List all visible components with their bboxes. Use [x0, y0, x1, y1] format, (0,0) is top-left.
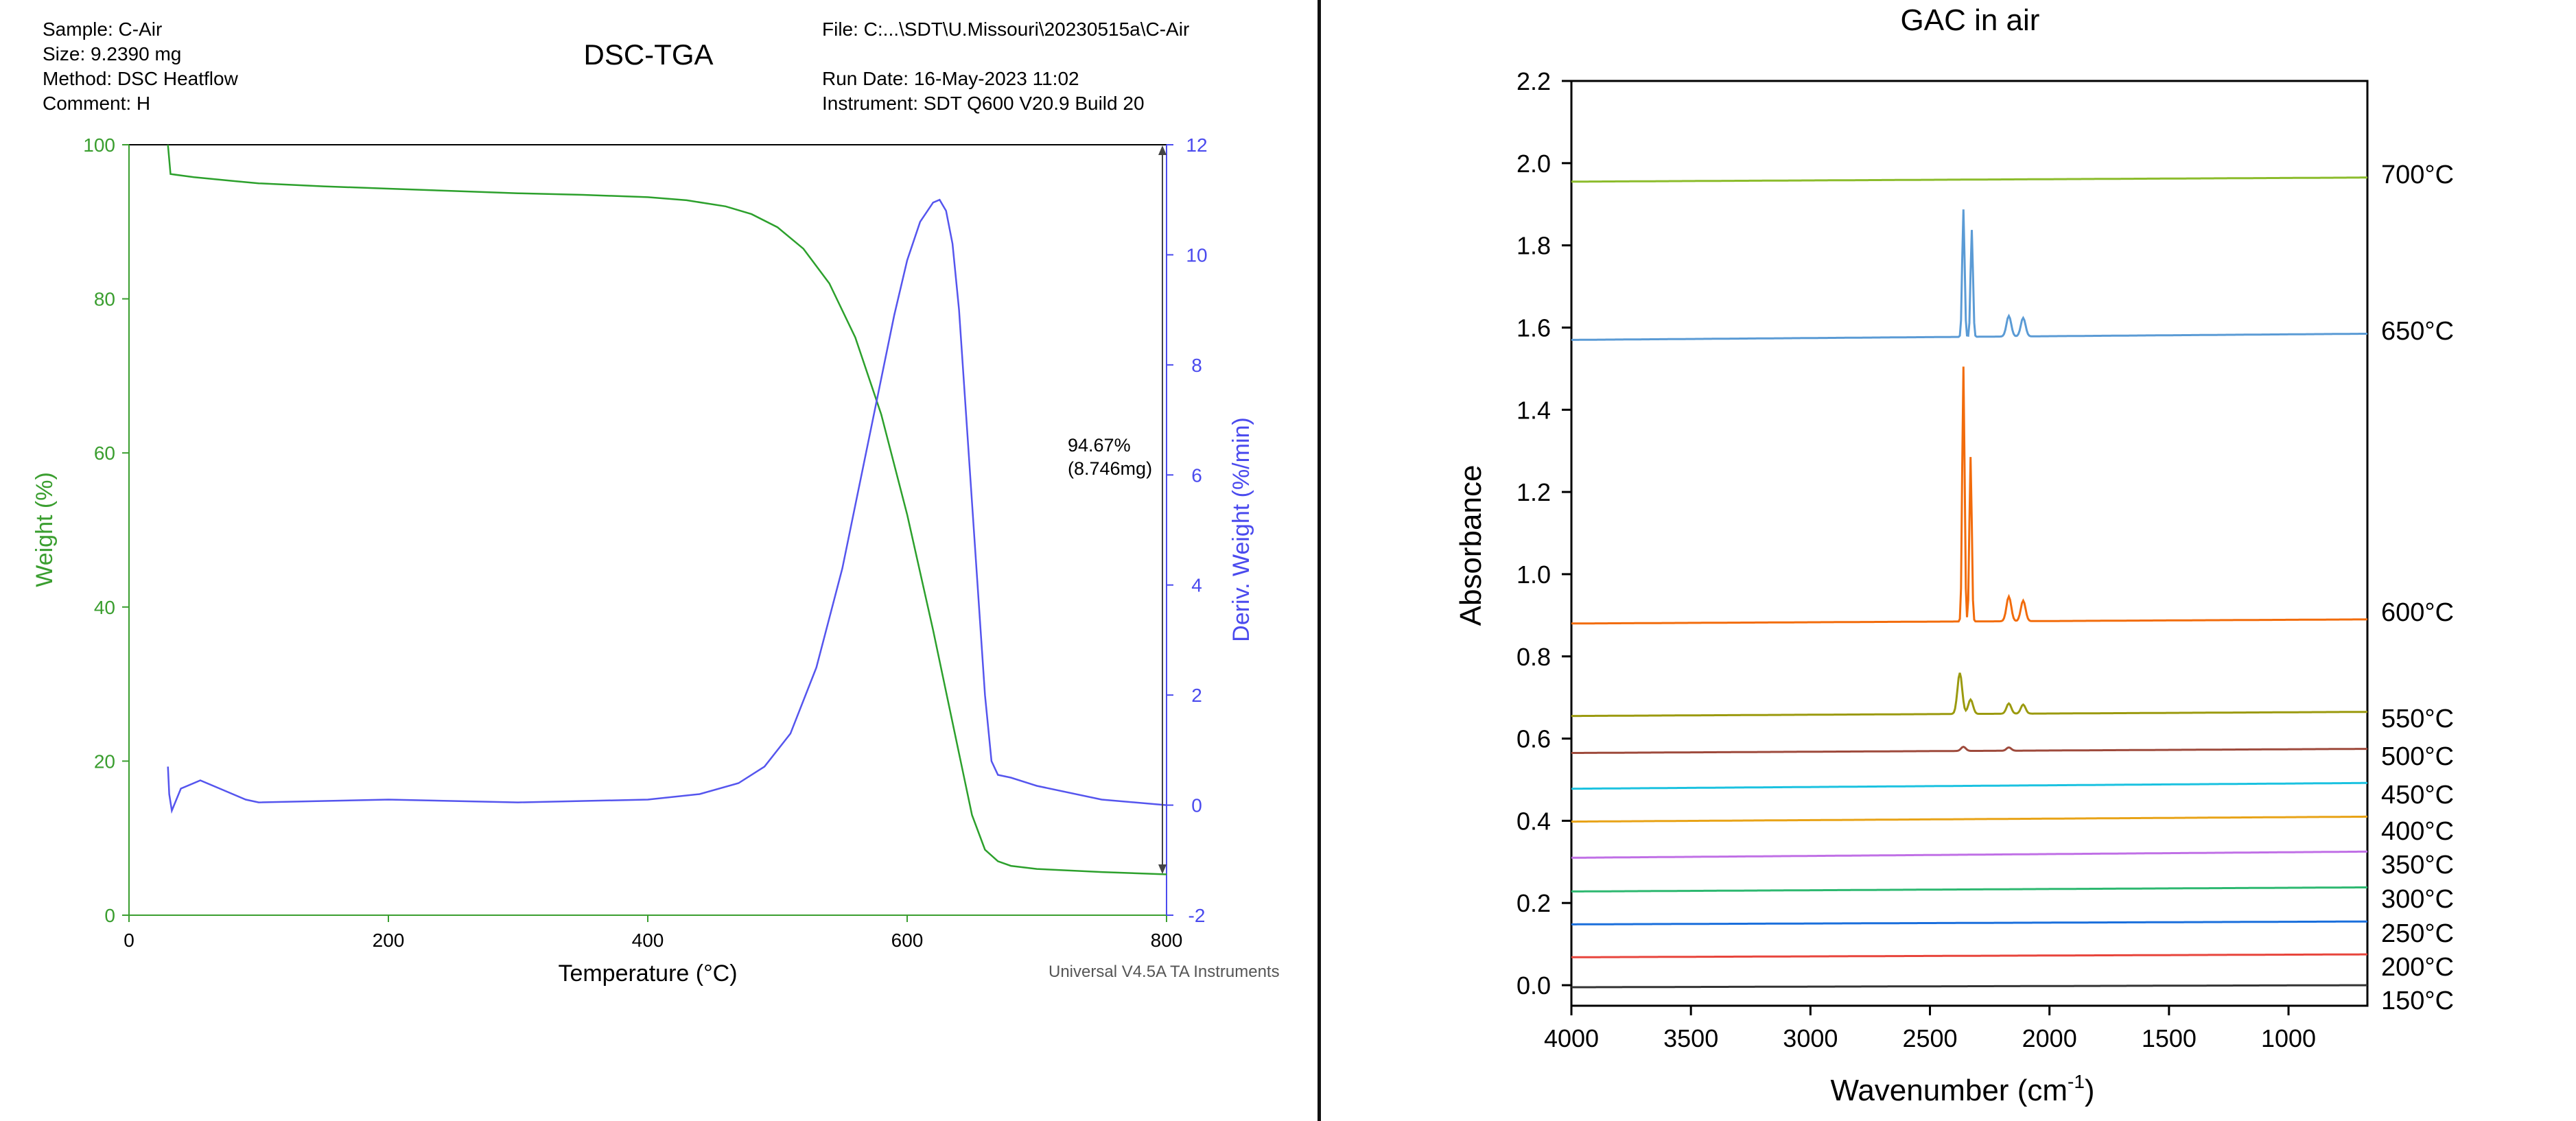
ftir-x-label-sup: -1	[2068, 1071, 2085, 1092]
axis-ticks: 0 200 400 600 800 0 20 40 60 80 100 -2 0 2 4 6 8 10 12	[83, 134, 1207, 951]
y-tick-label: 0	[104, 905, 115, 926]
ftir-x-axis-label: Wavenumber (cm-1)	[1830, 1071, 2094, 1107]
ftir-series-line-600c	[1571, 366, 2367, 625]
instrument-label: Instrument: SDT Q600 V20.9 Build 20	[822, 93, 1145, 114]
sample-label: Sample: C-Air	[43, 19, 162, 40]
ftir-x-tick-label: 2500	[1902, 1024, 1957, 1052]
ftir-series-label: 700°C	[2381, 161, 2454, 189]
comment-label: Comment: H	[43, 93, 150, 114]
ftir-y-tick-label: 0.4	[1517, 807, 1551, 835]
ftir-axis-ticks: 4000 3500 3000 2500 2000 1500 1000 0.0 0.2 0.4 0.6…	[1517, 67, 2316, 1052]
ftir-series-label: 400°C	[2381, 817, 2454, 846]
ftir-chart: GAC in air 4000 3500 3000 2500 2000 1500 1000 0…	[1454, 3, 2454, 1107]
ftir-x-label-main: Wavenumber (cm	[1830, 1074, 2068, 1107]
weight-series-line	[167, 144, 1167, 875]
ftir-series-label: 450°C	[2381, 781, 2454, 810]
dsc-tga-chart: Sample: C-Air Size: 9.2390 mg Method: DS…	[32, 19, 1280, 987]
ftir-x-tick-label: 2000	[2022, 1024, 2077, 1052]
ftir-x-tick-label: 1500	[2142, 1024, 2197, 1052]
ftir-y-tick-label: 0.8	[1517, 643, 1551, 671]
x-tick-label: 400	[632, 930, 664, 951]
ftir-series-line-200c	[1571, 953, 2367, 958]
ftir-series-label: 150°C	[2381, 987, 2454, 1015]
ftir-series-label: 250°C	[2381, 919, 2454, 948]
arrow-head-top	[1158, 145, 1167, 155]
x-tick-label: 800	[1151, 930, 1183, 951]
ftir-plot-frame	[1570, 80, 2369, 1007]
ftir-series-label: 600°C	[2381, 598, 2454, 627]
dsc-tga-panel: Sample: C-Air Size: 9.2390 mg Method: DS…	[32, 19, 1280, 987]
y2-tick-label: 4	[1191, 575, 1202, 596]
ftir-series-line-700c	[1571, 176, 2367, 183]
ftir-series-label: 200°C	[2381, 953, 2454, 982]
chart-title: DSC-TGA	[584, 38, 714, 71]
ftir-series-line-350c	[1571, 850, 2367, 859]
y-tick-label: 20	[94, 751, 115, 772]
ftir-series-line-550c	[1571, 672, 2367, 718]
ftir-series-line-150c	[1571, 984, 2367, 989]
y-tick-label: 80	[94, 289, 115, 310]
size-label: Size: 9.2390 mg	[43, 43, 181, 64]
ftir-series-label: 550°C	[2381, 705, 2454, 733]
x-tick-label: 600	[891, 930, 924, 951]
x-tick-label: 200	[373, 930, 405, 951]
ftir-y-tick-label: 1.2	[1517, 478, 1551, 506]
ftir-series-group	[1571, 176, 2367, 989]
y2-tick-label: 0	[1191, 795, 1202, 816]
y2-axis-label: Deriv. Weight (%/min)	[1228, 417, 1254, 641]
y2-tick-label: 2	[1191, 685, 1202, 706]
ftir-series-line-650c	[1571, 209, 2367, 341]
panel-divider	[1318, 0, 1321, 1121]
ftir-y-tick-label: 0.6	[1517, 725, 1551, 753]
y-tick-label: 40	[94, 597, 115, 618]
deriv-weight-series-line	[167, 198, 1167, 814]
ftir-y-tick-label: 0.0	[1517, 971, 1551, 1000]
y2-tick-label: 10	[1186, 244, 1207, 266]
method-label: Method: DSC Heatflow	[43, 68, 239, 89]
ftir-series-line-500c	[1571, 745, 2367, 754]
y2-tick-label: 8	[1191, 355, 1202, 376]
software-footer: Universal V4.5A TA Instruments	[1049, 963, 1280, 981]
ftir-x-tick-label: 1000	[2261, 1024, 2316, 1052]
y2-tick-label: -2	[1189, 905, 1206, 926]
ftir-y-tick-label: 2.2	[1517, 67, 1551, 95]
ftir-series-line-450c	[1571, 781, 2367, 790]
ftir-x-tick-label: 4000	[1544, 1024, 1599, 1052]
ftir-series-label: 350°C	[2381, 851, 2454, 880]
x-axis-label: Temperature (°C)	[558, 960, 737, 987]
ftir-x-tick-label: 3500	[1663, 1024, 1718, 1052]
ftir-series-line-400c	[1571, 815, 2367, 823]
ftir-x-tick-label: 3000	[1783, 1024, 1838, 1052]
ftir-y-tick-label: 1.4	[1517, 396, 1551, 424]
ftir-y-axis-label: Absorbance	[1454, 465, 1488, 626]
y2-tick-label: 6	[1191, 464, 1202, 486]
y-tick-label: 100	[83, 134, 115, 156]
ftir-y-tick-label: 2.0	[1517, 150, 1551, 178]
y-axis-label: Weight (%)	[32, 472, 58, 587]
ftir-title: GAC in air	[1901, 3, 2040, 37]
ftir-series-label: 500°C	[2381, 742, 2454, 771]
run-date-label: Run Date: 16-May-2023 11:02	[822, 68, 1079, 89]
arrow-head-bottom	[1158, 864, 1167, 874]
ftir-y-tick-label: 1.6	[1517, 314, 1551, 342]
ftir-series-line-300c	[1571, 886, 2367, 893]
weight-loss-percent: 94.67%	[1068, 435, 1131, 456]
ftir-y-tick-label: 1.8	[1517, 232, 1551, 260]
ftir-series-labels: 150°C 200°C 250°C 300°C 350°C 400°C 450°C 500°C…	[2381, 161, 2454, 1015]
ftir-panel: GAC in air 4000 3500 3000 2500 2000 1500 1000 0…	[1324, 0, 2576, 1121]
file-label: File: C:...\SDT\U.Missouri\20230515a\C-A…	[822, 19, 1189, 40]
y2-tick-label: 12	[1186, 134, 1207, 156]
y-tick-label: 60	[94, 442, 115, 464]
ftir-y-tick-label: 1.0	[1517, 560, 1551, 589]
ftir-series-line-250c	[1571, 920, 2367, 925]
ftir-x-label-end: )	[2085, 1074, 2095, 1107]
x-tick-label: 0	[124, 930, 134, 951]
ftir-series-label: 650°C	[2381, 317, 2454, 346]
ftir-series-label: 300°C	[2381, 885, 2454, 914]
weight-loss-mass: (8.746mg)	[1068, 458, 1152, 479]
ftir-y-tick-label: 0.2	[1517, 889, 1551, 917]
